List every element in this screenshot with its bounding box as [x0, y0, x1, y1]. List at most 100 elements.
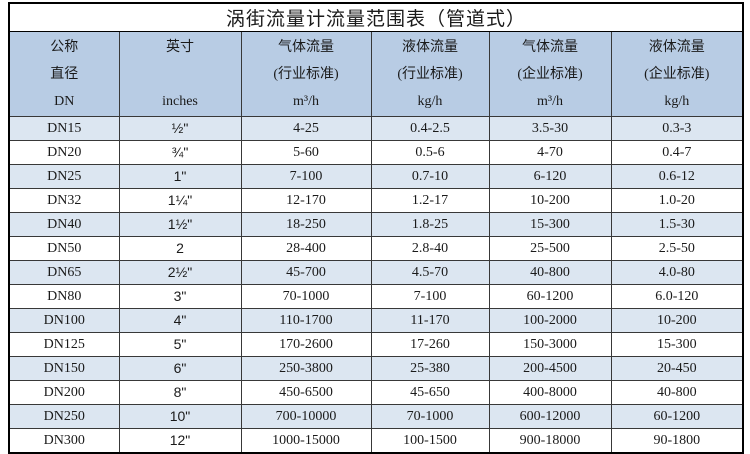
header-line: kg/h — [417, 93, 443, 109]
cell-inches: ¾" — [118, 140, 242, 165]
header-line: (行业标准) — [273, 66, 339, 82]
header-line: DN — [54, 93, 75, 109]
cell-gas-industry: 5-60 — [240, 140, 372, 165]
cell-gas-enterprise: 40-800 — [488, 260, 612, 285]
header-line: m³/h — [293, 93, 319, 109]
cell-liquid-industry: 70-1000 — [370, 404, 490, 429]
cell-dn: DN40 — [8, 212, 120, 237]
column-header-inches: 英寸 inches — [118, 31, 242, 117]
cell-dn: DN50 — [8, 236, 120, 261]
cell-dn: DN65 — [8, 260, 120, 285]
header-line: (行业标准) — [397, 66, 463, 82]
cell-liquid-industry: 1.2-17 — [370, 188, 490, 213]
table-row: DN50 2 28-400 2.8-40 25-500 2.5-50 — [8, 236, 744, 261]
cell-liquid-industry: 0.4-2.5 — [370, 116, 490, 141]
header-line: 英寸 — [166, 39, 194, 55]
cell-inches: 3" — [118, 284, 242, 309]
table-row: DN25 1" 7-100 0.7-10 6-120 0.6-12 — [8, 164, 744, 189]
cell-liquid-enterprise: 10-200 — [610, 308, 744, 333]
cell-gas-enterprise: 10-200 — [488, 188, 612, 213]
cell-gas-enterprise: 100-2000 — [488, 308, 612, 333]
cell-gas-enterprise: 15-300 — [488, 212, 612, 237]
cell-gas-enterprise: 25-500 — [488, 236, 612, 261]
header-line: 液体流量 — [648, 39, 705, 55]
column-header-dn: 公称 直径 DN — [8, 31, 120, 117]
cell-liquid-enterprise: 0.6-12 — [610, 164, 744, 189]
cell-liquid-industry: 11-170 — [370, 308, 490, 333]
cell-liquid-enterprise: 60-1200 — [610, 404, 744, 429]
cell-inches: 12" — [118, 428, 242, 454]
table-row: DN300 12" 1000-15000 100-1500 900-18000 … — [8, 428, 744, 454]
cell-dn: DN20 — [8, 140, 120, 165]
cell-dn: DN32 — [8, 188, 120, 213]
cell-inches: 2 — [118, 236, 242, 261]
header-line: m³/h — [537, 93, 563, 109]
cell-gas-enterprise: 4-70 — [488, 140, 612, 165]
cell-gas-enterprise: 60-1200 — [488, 284, 612, 309]
cell-gas-enterprise: 400-8000 — [488, 380, 612, 405]
cell-liquid-industry: 7-100 — [370, 284, 490, 309]
cell-liquid-enterprise: 90-1800 — [610, 428, 744, 454]
cell-dn: DN100 — [8, 308, 120, 333]
header-line: 公称 — [50, 39, 79, 55]
cell-inches: 1" — [118, 164, 242, 189]
cell-gas-industry: 1000-15000 — [240, 428, 372, 454]
table-row: DN100 4" 110-1700 11-170 100-2000 10-200 — [8, 308, 744, 333]
cell-dn: DN80 — [8, 284, 120, 309]
cell-gas-industry: 12-170 — [240, 188, 372, 213]
cell-liquid-enterprise: 15-300 — [610, 332, 744, 357]
cell-liquid-enterprise: 20-450 — [610, 356, 744, 381]
table-row: DN32 1¼" 12-170 1.2-17 10-200 1.0-20 — [8, 188, 744, 213]
cell-liquid-enterprise: 6.0-120 — [610, 284, 744, 309]
header-line: 液体流量 — [402, 39, 458, 55]
cell-gas-industry: 45-700 — [240, 260, 372, 285]
header-line: inches — [162, 93, 198, 109]
header-line — [120, 61, 240, 88]
cell-gas-enterprise: 600-12000 — [488, 404, 612, 429]
cell-gas-industry: 250-3800 — [240, 356, 372, 381]
cell-gas-enterprise: 3.5-30 — [488, 116, 612, 141]
cell-gas-industry: 70-1000 — [240, 284, 372, 309]
column-header-gas-enterprise: 气体流量 (企业标准) m³/h — [488, 31, 612, 117]
cell-inches: 5" — [118, 332, 242, 357]
cell-liquid-industry: 17-260 — [370, 332, 490, 357]
table-row: DN65 2½" 45-700 4.5-70 40-800 4.0-80 — [8, 260, 744, 285]
header-line: 气体流量 — [522, 39, 578, 55]
cell-dn: DN125 — [8, 332, 120, 357]
table-row: DN200 8" 450-6500 45-650 400-8000 40-800 — [8, 380, 744, 405]
header-line: (企业标准) — [644, 66, 710, 82]
header-line: 直径 — [50, 66, 79, 82]
cell-liquid-industry: 4.5-70 — [370, 260, 490, 285]
cell-liquid-enterprise: 0.3-3 — [610, 116, 744, 141]
cell-gas-industry: 28-400 — [240, 236, 372, 261]
cell-liquid-industry: 0.5-6 — [370, 140, 490, 165]
table-row: DN15 ½" 4-25 0.4-2.5 3.5-30 0.3-3 — [8, 116, 744, 141]
cell-liquid-industry: 2.8-40 — [370, 236, 490, 261]
cell-liquid-enterprise: 1.5-30 — [610, 212, 744, 237]
cell-gas-enterprise: 200-4500 — [488, 356, 612, 381]
cell-inches: 8" — [118, 380, 242, 405]
cell-gas-industry: 700-10000 — [240, 404, 372, 429]
cell-inches: 1½" — [118, 212, 242, 237]
header-row: 公称 直径 DN 英寸 inches 气体流量 (行业标准) m³/h 液体流量… — [8, 31, 744, 117]
cell-liquid-enterprise: 4.0-80 — [610, 260, 744, 285]
cell-dn: DN15 — [8, 116, 120, 141]
cell-gas-industry: 4-25 — [240, 116, 372, 141]
table-row: DN125 5" 170-2600 17-260 150-3000 15-300 — [8, 332, 744, 357]
flow-range-table: 涡街流量计流量范围表（管道式） 公称 直径 DN 英寸 inches 气体流量 … — [8, 2, 745, 454]
cell-dn: DN200 — [8, 380, 120, 405]
cell-liquid-industry: 0.7-10 — [370, 164, 490, 189]
cell-gas-enterprise: 150-3000 — [488, 332, 612, 357]
cell-gas-industry: 170-2600 — [240, 332, 372, 357]
cell-gas-industry: 450-6500 — [240, 380, 372, 405]
cell-gas-industry: 7-100 — [240, 164, 372, 189]
table-row: DN20 ¾" 5-60 0.5-6 4-70 0.4-7 — [8, 140, 744, 165]
cell-inches: 4" — [118, 308, 242, 333]
cell-liquid-industry: 100-1500 — [370, 428, 490, 454]
cell-liquid-enterprise: 40-800 — [610, 380, 744, 405]
cell-gas-industry: 110-1700 — [240, 308, 372, 333]
table-row: DN80 3" 70-1000 7-100 60-1200 6.0-120 — [8, 284, 744, 309]
table-row: DN250 10" 700-10000 70-1000 600-12000 60… — [8, 404, 744, 429]
cell-inches: 10" — [118, 404, 242, 429]
cell-liquid-industry: 1.8-25 — [370, 212, 490, 237]
